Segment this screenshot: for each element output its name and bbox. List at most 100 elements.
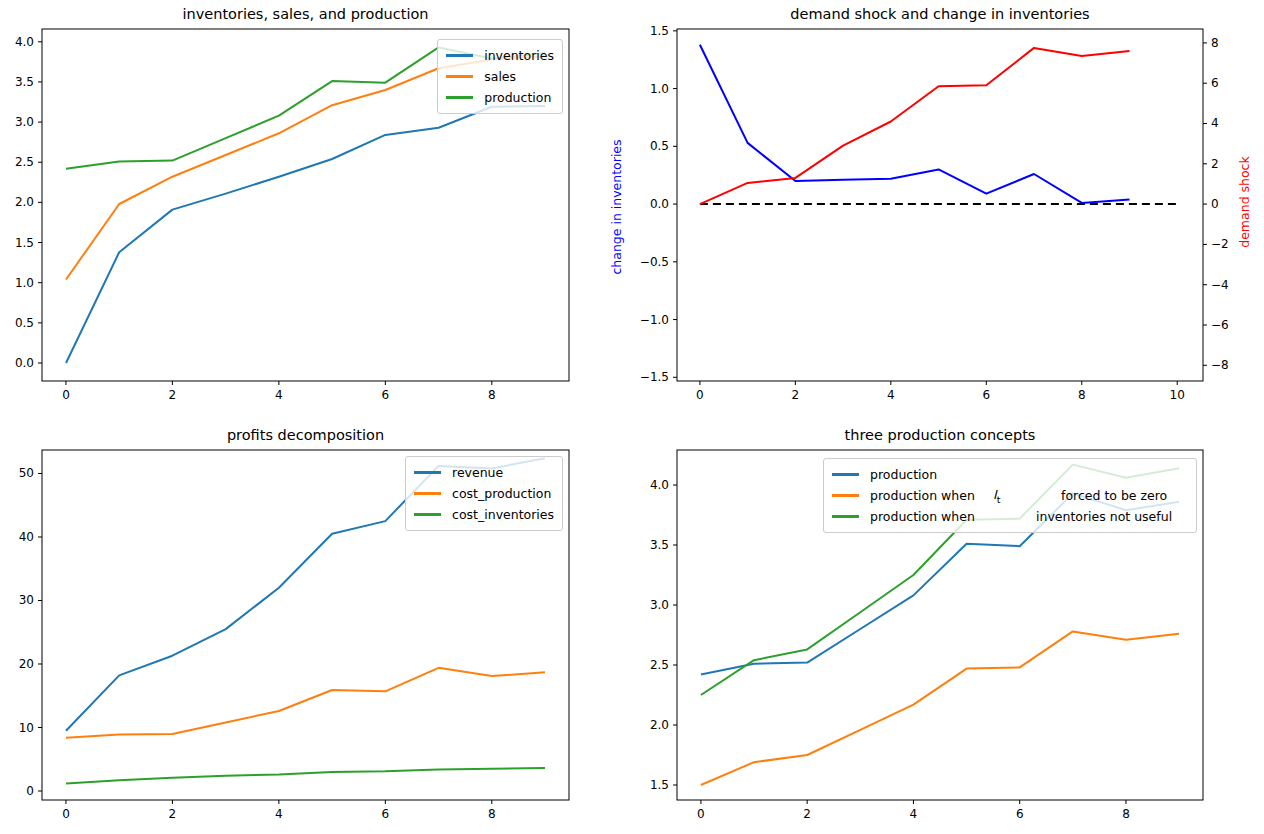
- tick-label: 10: [19, 721, 34, 735]
- matplotlib-figure: 0 2 4 6 8 0.0 0.5 1.0 1.5 2.0 2.5 3.0 3.5 4.0 0 2 4 6 8 10…: [0, 0, 1264, 834]
- tick-label: 3.0: [15, 115, 34, 129]
- legend-line-swatch: [446, 96, 473, 99]
- legend-label: production: [484, 90, 551, 105]
- legend-line-swatch: [446, 54, 473, 57]
- legend-inventories-sales-production: inventories sales production: [437, 39, 563, 114]
- math-I-sub-t: It: [993, 487, 1000, 505]
- tick-label: 8: [1211, 36, 1219, 50]
- title-demand-shock: demand shock and change in inventories: [790, 6, 1089, 22]
- legend-entry: cost_inventories: [414, 504, 554, 525]
- legend-profits-decomposition: revenue cost_production cost_inventories: [405, 456, 563, 531]
- legend-label: cost_inventories: [452, 507, 554, 522]
- tick-label: 4.0: [650, 478, 669, 492]
- tick-label: 4.0: [15, 35, 34, 49]
- tick-label: 8: [1078, 388, 1086, 402]
- series-line-1: [701, 631, 1179, 785]
- tick-label: −0.5: [640, 255, 669, 269]
- tick-label: 0.0: [15, 356, 34, 370]
- tick-label: 0.0: [650, 197, 669, 211]
- tick-label: 2.5: [15, 155, 34, 169]
- legend-label: production when: [870, 509, 975, 524]
- tick-label: 1.0: [15, 276, 34, 290]
- legend-line-swatch: [832, 515, 859, 518]
- tick-label: 0: [26, 784, 34, 798]
- legend-label: sales: [484, 69, 516, 84]
- tick-label: 1.0: [650, 82, 669, 96]
- tick-label: 2.5: [650, 658, 669, 672]
- tick-label: 4: [275, 807, 283, 821]
- legend-label: revenue: [452, 465, 503, 480]
- tick-label: 1.5: [15, 236, 34, 250]
- tick-label: 0: [62, 388, 70, 402]
- tick-label: 6: [382, 807, 390, 821]
- tick-label: 8: [488, 388, 496, 402]
- plots-canvas: 0 2 4 6 8 0.0 0.5 1.0 1.5 2.0 2.5 3.0 3.5 4.0 0 2 4 6 8 10…: [0, 0, 1264, 834]
- tick-label: −8: [1211, 358, 1229, 372]
- plot-demand-shock-change-in-inventories: 02468101.51.00.50.0−0.5−1.0−1.586420−2−4…: [640, 24, 1229, 402]
- tick-label: 2: [169, 388, 177, 402]
- legend-entry: cost_production: [414, 483, 554, 504]
- tick-label: 8: [488, 807, 496, 821]
- series-line-0: [66, 106, 545, 363]
- series-line-2: [700, 48, 1130, 204]
- tick-label: 3.5: [650, 538, 669, 552]
- tick-label: 1.5: [650, 24, 669, 38]
- tick-label: 4: [910, 807, 918, 821]
- legend-line-swatch: [832, 473, 859, 476]
- tick-label: 2: [803, 807, 811, 821]
- series-line-2: [66, 768, 545, 783]
- tick-label: 4: [1211, 116, 1219, 130]
- tick-label: 0.5: [15, 316, 34, 330]
- tick-label: 0: [62, 807, 70, 821]
- legend-label: inventories: [484, 48, 554, 63]
- series-line-1: [66, 668, 545, 738]
- tick-label: 6: [982, 388, 990, 402]
- title-inventories-sales-production: inventories, sales, and production: [182, 6, 428, 22]
- legend-line-swatch: [414, 492, 441, 495]
- tick-label: 0: [1211, 197, 1219, 211]
- legend-entry: production when inventories not useful: [832, 506, 1188, 527]
- tick-label: 3.0: [650, 598, 669, 612]
- tick-label: 30: [19, 593, 34, 607]
- legend-line-swatch: [446, 75, 473, 78]
- tick-label: −1.5: [640, 370, 669, 384]
- tick-label: 6: [1016, 807, 1024, 821]
- tick-label: 50: [19, 466, 34, 480]
- tick-label: 1.5: [650, 778, 669, 792]
- tick-label: 2: [792, 388, 800, 402]
- tick-label: 0: [696, 388, 704, 402]
- title-profits-decomposition: profits decomposition: [227, 427, 384, 443]
- tick-label: 8: [1122, 807, 1130, 821]
- tick-label: 0.5: [650, 139, 669, 153]
- tick-label: 2.0: [15, 195, 34, 209]
- legend-line-swatch: [414, 471, 441, 474]
- tick-label: 3.5: [15, 75, 34, 89]
- legend-label: production when: [870, 488, 975, 503]
- tick-label: 6: [1211, 76, 1219, 90]
- tick-label: 40: [19, 530, 34, 544]
- tick-label: 6: [382, 388, 390, 402]
- ylabel-demand-shock: demand shock: [1237, 156, 1252, 248]
- tick-label: 2: [169, 807, 177, 821]
- legend-entry: revenue: [414, 462, 554, 483]
- legend-three-production-concepts: production production when It forced to …: [823, 458, 1197, 533]
- tick-label: −1.0: [640, 313, 669, 327]
- tick-label: 2.0: [650, 718, 669, 732]
- legend-label: inventories not useful: [1036, 509, 1172, 524]
- legend-line-swatch: [414, 513, 441, 516]
- tick-label: 4: [887, 388, 895, 402]
- tick-label: 2: [1211, 157, 1219, 171]
- series-line-0: [700, 45, 1130, 203]
- tick-label: −2: [1211, 237, 1229, 251]
- legend-label: cost_production: [452, 486, 551, 501]
- tick-label: 0: [697, 807, 705, 821]
- title-three-production-concepts: three production concepts: [845, 427, 1036, 443]
- legend-line-swatch: [832, 494, 859, 497]
- tick-label: 20: [19, 657, 34, 671]
- tick-label: −4: [1211, 278, 1229, 292]
- tick-label: −6: [1211, 318, 1229, 332]
- legend-label: forced to be zero: [1061, 488, 1167, 503]
- legend-label: production: [870, 467, 937, 482]
- legend-entry: inventories: [446, 45, 554, 66]
- legend-entry: production when It forced to be zero: [832, 485, 1188, 506]
